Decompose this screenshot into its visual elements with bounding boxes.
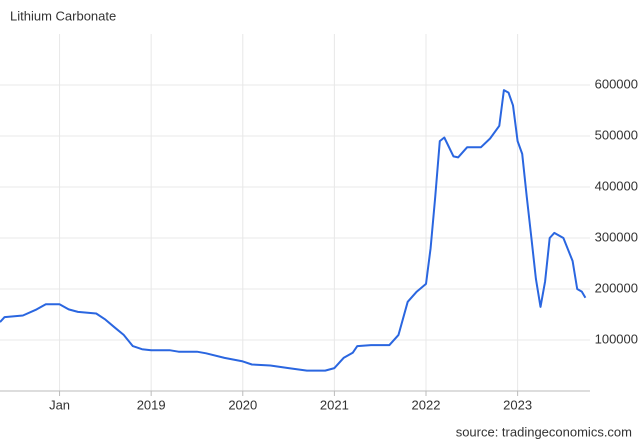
x-tick-label: 2020 [228, 397, 257, 412]
source: source: tradingeconomics.com [456, 424, 632, 439]
x-tick-label: 2023 [503, 397, 532, 412]
chart-title: Lithium Carbonate [10, 8, 116, 23]
x-tick-label: 2022 [412, 397, 441, 412]
y-tick-label: 600000 [595, 76, 638, 91]
y-tick-label: 100000 [595, 331, 638, 346]
y-tick-label: 500000 [595, 127, 638, 142]
y-tick-label: 400000 [595, 178, 638, 193]
x-tick-label: 2019 [137, 397, 166, 412]
x-tick-label: 2021 [320, 397, 349, 412]
y-tick-label: 200000 [595, 280, 638, 295]
x-tick-label: Jan [49, 397, 70, 412]
y-tick-label: 300000 [595, 229, 638, 244]
line-series [0, 89, 587, 372]
